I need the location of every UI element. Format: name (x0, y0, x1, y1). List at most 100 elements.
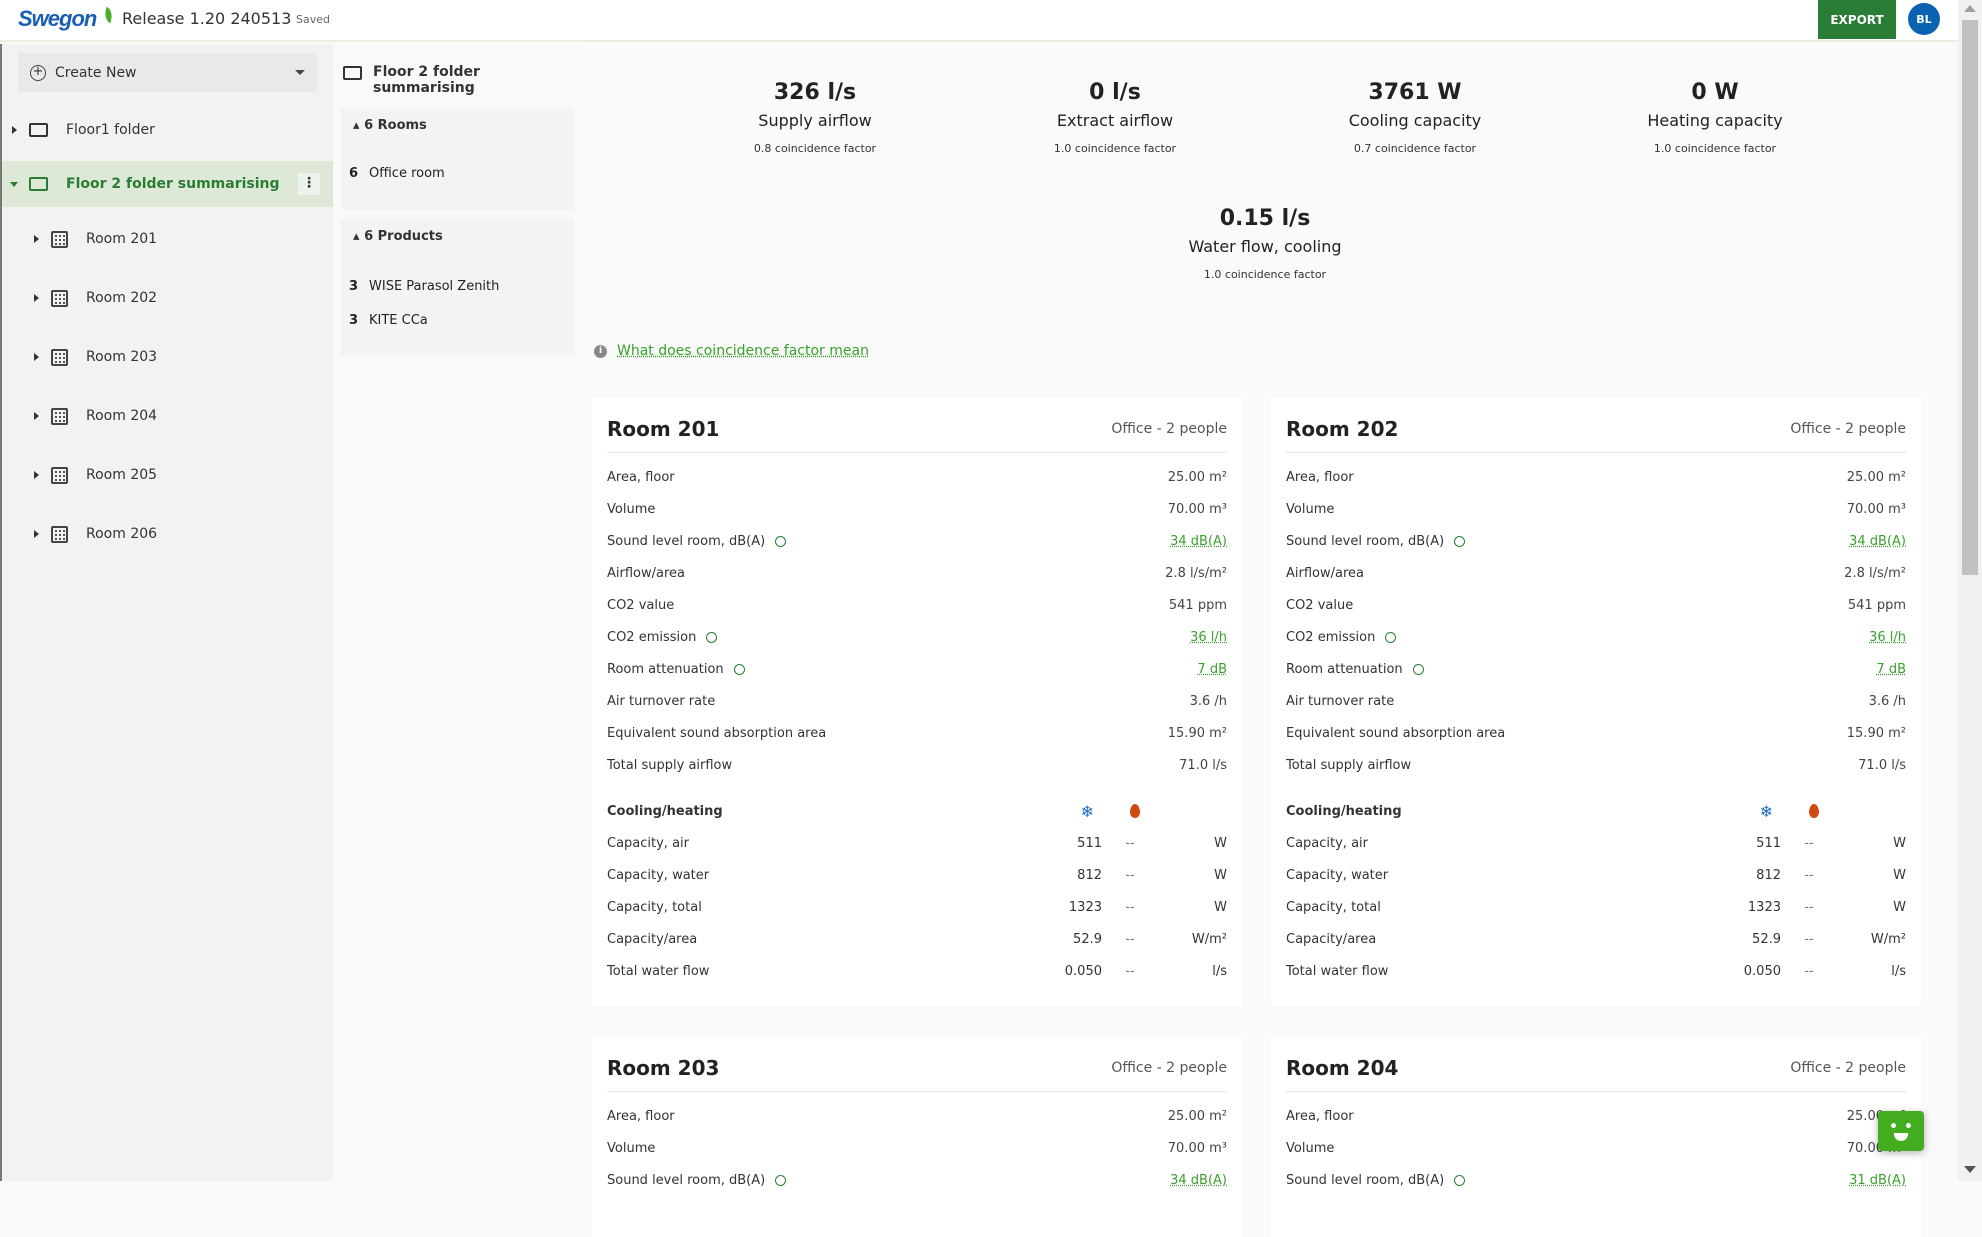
property-row: Total supply airflow 71.0 l/s (607, 749, 1227, 781)
swegon-logo[interactable]: Swegon (18, 6, 97, 31)
metric-value: 0 W (1691, 80, 1739, 105)
capacity-label: Capacity, total (607, 899, 702, 915)
summary-metric: 0 W Heating capacity 1.0 coincidence fac… (1575, 80, 1855, 155)
capacity-row: Total water flow 0.050 -- l/s (607, 955, 1227, 987)
heating-value: -- (1804, 867, 1814, 883)
tree-item-room[interactable]: Room 206 (2, 511, 333, 557)
products-header[interactable]: ▴ 6 Products (353, 229, 443, 244)
property-value[interactable]: 31 dB(A) (1849, 1172, 1906, 1188)
property-value[interactable]: 36 l/h (1190, 629, 1227, 645)
scroll-up-icon[interactable] (1964, 5, 1976, 12)
folder-icon (343, 66, 362, 80)
property-label: Airflow/area (1286, 565, 1364, 581)
cooling-value: 812 (1756, 867, 1781, 883)
expand-arrow-icon[interactable] (34, 235, 39, 243)
help-icon[interactable] (733, 663, 745, 675)
tree-item-room[interactable]: Room 202 (2, 275, 333, 321)
property-row: Total supply airflow 71.0 l/s (1286, 749, 1906, 781)
property-value: 15.90 m² (1846, 725, 1906, 741)
property-row: Room attenuation 7 dB (607, 653, 1227, 685)
expand-arrow-icon[interactable] (12, 126, 17, 134)
coincidence-factor-link[interactable]: What does coincidence factor mean (617, 343, 869, 359)
capacity-row: Capacity, water 812 -- W (1286, 859, 1906, 891)
property-value[interactable]: 7 dB (1876, 661, 1906, 677)
capacity-row: Total water flow 0.050 -- l/s (1286, 955, 1906, 987)
room-card: Room 204 Office - 2 people Area, floor 25.… (1271, 1037, 1921, 1237)
cooling-heating-header: Cooling/heating ❄ (607, 795, 1227, 827)
capacity-row: Capacity, water 812 -- W (607, 859, 1227, 891)
avatar[interactable]: BL (1908, 3, 1940, 35)
scrollbar-thumb[interactable] (1962, 20, 1978, 575)
unit: W (1893, 867, 1906, 883)
room-card: Room 201 Office - 2 people Area, floor 25.… (592, 398, 1242, 1006)
room-type: Office - 2 people (1790, 1060, 1906, 1076)
expand-arrow-icon[interactable] (34, 471, 39, 479)
capacity-label: Capacity, air (1286, 835, 1368, 851)
property-row: Volume 70.00 m³ (1286, 1132, 1906, 1164)
property-row: Sound level room, dB(A) 34 dB(A) (607, 525, 1227, 557)
property-row: CO2 emission 36 l/h (1286, 621, 1906, 653)
sidebar: + Create New Floor1 folder Floor 2 folde… (0, 44, 333, 1181)
property-value[interactable]: 34 dB(A) (1170, 1172, 1227, 1188)
heating-value: -- (1804, 899, 1814, 915)
capacity-label: Capacity, water (1286, 867, 1389, 883)
help-icon[interactable] (1454, 535, 1466, 547)
help-icon[interactable] (775, 535, 787, 547)
property-row: Area, floor 25.00 m² (1286, 461, 1906, 493)
property-row: CO2 emission 36 l/h (607, 621, 1227, 653)
room-type: Office - 2 people (1111, 1060, 1227, 1076)
property-value: 2.8 l/s/m² (1844, 565, 1906, 581)
property-row: Sound level room, dB(A) 34 dB(A) (607, 1164, 1227, 1196)
tree-item-room[interactable]: Room 204 (2, 393, 333, 439)
property-value[interactable]: 7 dB (1197, 661, 1227, 677)
expand-arrow-icon[interactable] (34, 294, 39, 302)
help-icon[interactable] (1412, 663, 1424, 675)
unit: W (1214, 867, 1227, 883)
vertical-scrollbar[interactable] (1958, 0, 1982, 1181)
leaf-icon (101, 6, 116, 24)
help-icon[interactable] (775, 1174, 787, 1186)
heating-value: -- (1125, 963, 1135, 979)
cooling-value: 511 (1756, 835, 1781, 851)
metric-label: Extract airflow (1056, 111, 1174, 130)
export-button[interactable]: EXPORT (1818, 0, 1896, 39)
metric-value: 0.15 l/s (1219, 206, 1311, 231)
tree-item-floor2-folder[interactable]: Floor 2 folder summarising ⋮ (2, 161, 333, 207)
expand-arrow-icon[interactable] (34, 530, 39, 538)
capacity-row: Capacity, air 511 -- W (607, 827, 1227, 859)
help-icon[interactable] (706, 631, 718, 643)
heating-value: -- (1125, 867, 1135, 883)
capacity-label: Capacity/area (1286, 931, 1377, 947)
create-new-button[interactable]: + Create New (18, 53, 317, 92)
tree-item-room[interactable]: Room 201 (2, 216, 333, 262)
rooms-section: ▴ 6 Rooms 6 Office room (341, 108, 574, 210)
expand-arrow-icon[interactable] (34, 353, 39, 361)
expand-arrow-icon[interactable] (34, 412, 39, 420)
property-value[interactable]: 34 dB(A) (1170, 533, 1227, 549)
metric-label: Supply airflow (758, 111, 872, 130)
rooms-header[interactable]: ▴ 6 Rooms (353, 118, 427, 133)
tree-item-floor1-folder[interactable]: Floor1 folder (2, 107, 333, 153)
property-value[interactable]: 36 l/h (1869, 629, 1906, 645)
help-icon[interactable] (1385, 631, 1397, 643)
metric-factor: 1.0 coincidence factor (1203, 268, 1327, 281)
room-type-item: 6 Office room (349, 166, 445, 181)
property-label: Sound level room, dB(A) (607, 533, 766, 549)
scroll-down-icon[interactable] (1964, 1166, 1976, 1173)
property-value: 541 ppm (1847, 597, 1906, 613)
help-icon[interactable] (1454, 1174, 1466, 1186)
metric-label: Heating capacity (1647, 111, 1783, 130)
heating-value: -- (1125, 931, 1135, 947)
unit: l/s (1891, 963, 1906, 979)
chat-bot-button[interactable] (1878, 1111, 1924, 1151)
collapse-arrow-icon[interactable] (10, 181, 18, 187)
more-options-icon[interactable]: ⋮ (298, 173, 320, 195)
property-row: Volume 70.00 m³ (607, 493, 1227, 525)
property-value[interactable]: 34 dB(A) (1849, 533, 1906, 549)
cooling-value: 812 (1077, 867, 1102, 883)
tree-item-room[interactable]: Room 203 (2, 334, 333, 380)
metric-factor: 1.0 coincidence factor (1653, 142, 1777, 155)
heating-value: -- (1804, 963, 1814, 979)
tree-item-room[interactable]: Room 205 (2, 452, 333, 498)
property-label: Airflow/area (607, 565, 685, 581)
